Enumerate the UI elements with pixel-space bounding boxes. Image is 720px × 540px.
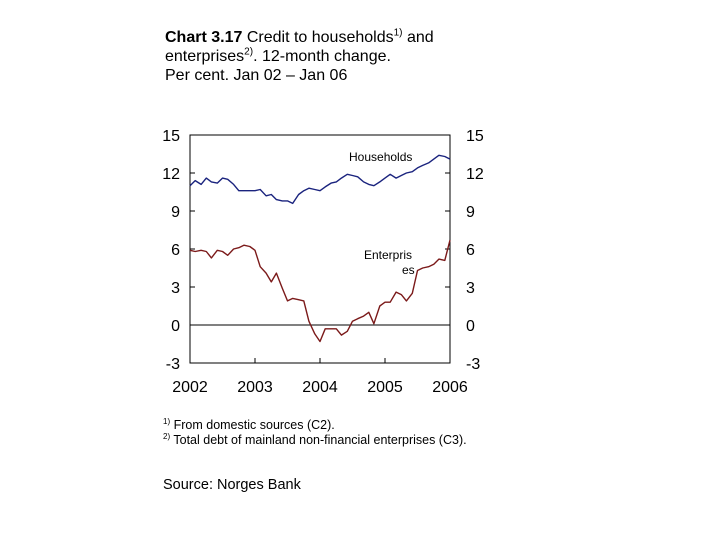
footnotes: 1) From domestic sources (C2). 2) Total … [163,416,483,448]
y-tick-label-left: 3 [171,280,180,297]
y-axis-right: 15 12 9 6 3 0 -3 [445,128,484,373]
x-axis: 2002 2003 2004 2005 2006 [172,358,468,396]
series-group [189,154,451,343]
x-tick-label: 2006 [432,379,468,396]
enterprises-label-line1: Enterpris [364,248,412,262]
y-tick-label-left: 9 [171,204,180,221]
y-tick-label-right: 0 [466,318,475,335]
chart-number: Chart 3.17 [165,29,243,46]
title-mid: and enterprises [165,29,434,65]
households-label: Households [349,150,412,164]
y-tick-label-left: 12 [162,166,180,183]
y-tick-label-right: 15 [466,128,484,145]
title-footnote-2: 2) [244,46,254,58]
y-tick-label-left: -3 [166,356,180,373]
x-tick-label: 2002 [172,379,208,396]
footnote-2: 2) Total debt of mainland non-financial … [163,431,467,447]
chart-title: Chart 3.17 Credit to households1) and en… [165,28,465,85]
y-tick-label-right: 3 [466,280,475,297]
x-tick-label: 2004 [302,379,338,396]
households-line [189,154,451,205]
y-tick-label-right: -3 [466,356,480,373]
x-tick-label: 2005 [367,379,403,396]
y-tick-label-right: 6 [466,242,475,259]
enterprises-line [189,239,451,343]
y-tick-label-left: 0 [171,318,180,335]
y-tick-label-left: 6 [171,242,180,259]
y-tick-label-right: 12 [466,166,484,183]
title-subtitle: Per cent. Jan 02 – Jan 06 [165,67,348,84]
y-tick-label-left: 15 [162,128,180,145]
enterprises-label-line2: es [402,263,415,277]
enterprises-label: Enterpris es [364,248,415,277]
source-note: Source: Norges Bank [163,477,301,493]
y-tick-label-right: 9 [466,204,475,221]
x-tick-label: 2003 [237,379,273,396]
title-main: Credit to households [246,29,394,46]
title-footnote-1: 1) [393,27,403,39]
footnote-1: 1) From domestic sources (C2). [163,416,335,432]
title-after: . 12-month change. [253,48,391,65]
y-axis-left: 15 12 9 6 3 0 -3 [162,128,195,373]
